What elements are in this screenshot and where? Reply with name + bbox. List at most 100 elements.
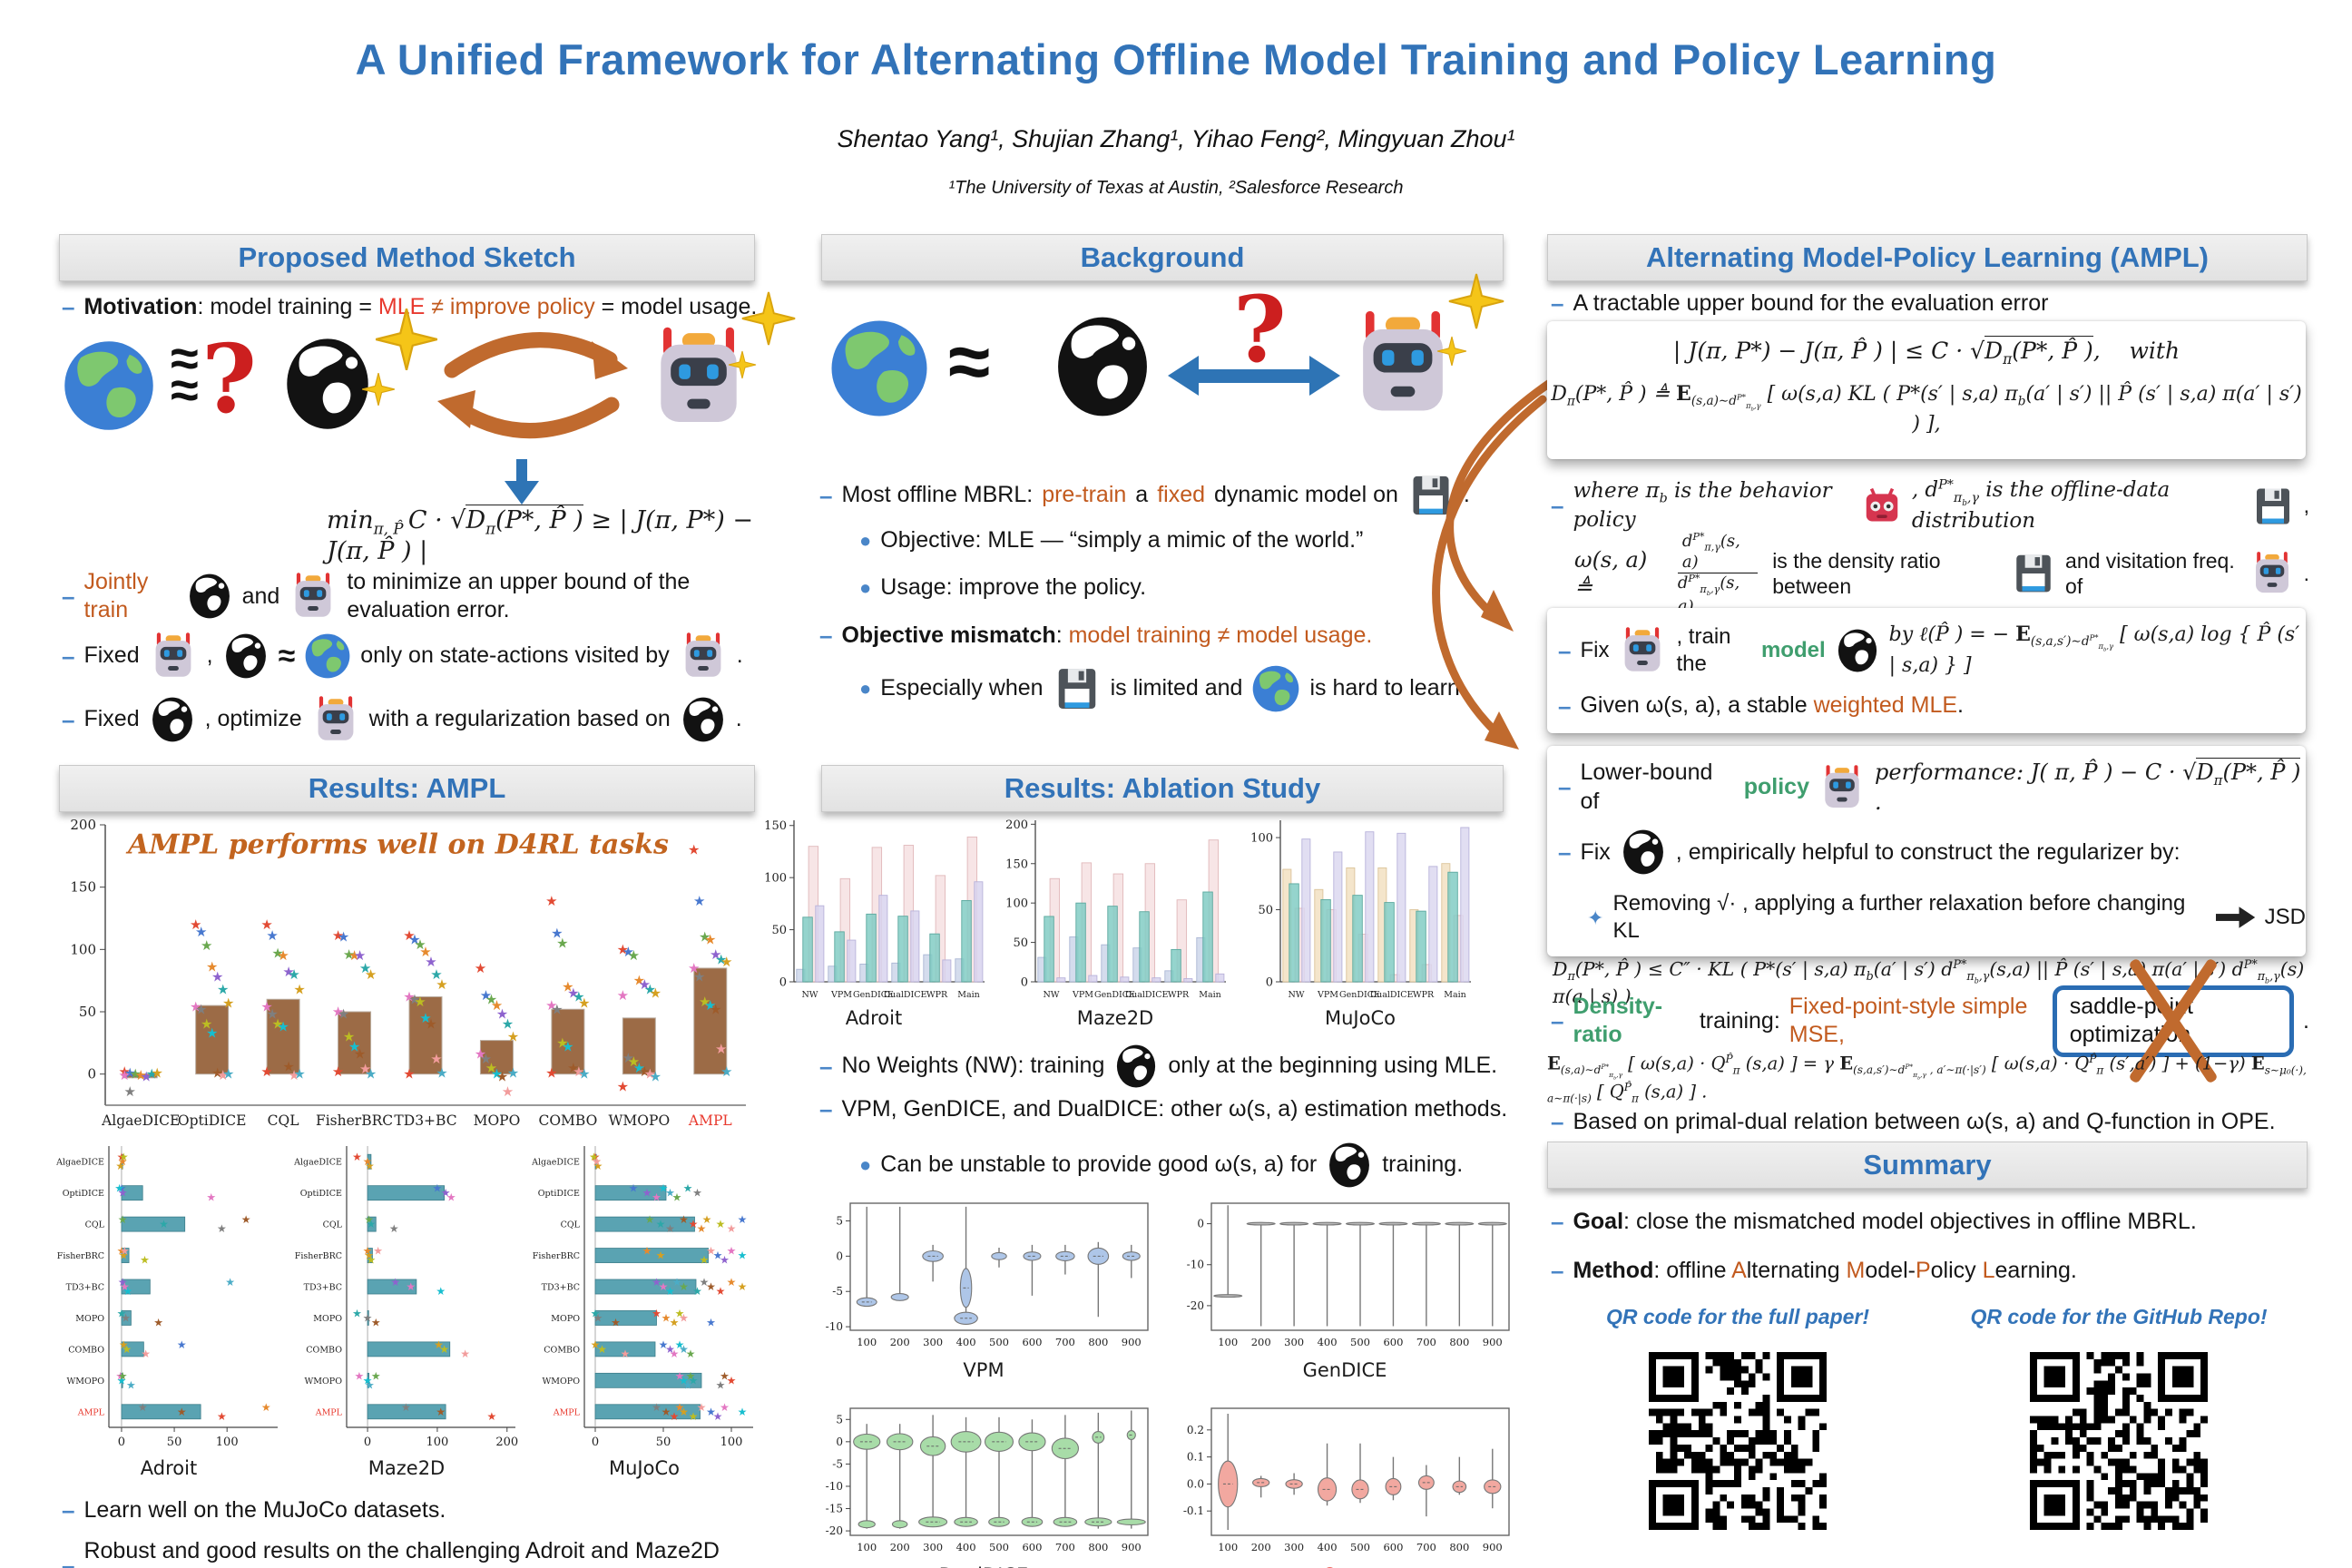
jointly-train-line: – Jointly train and to minimize an upper … bbox=[62, 569, 691, 623]
svg-text:★: ★ bbox=[151, 1064, 162, 1081]
svg-text:TD3+BC: TD3+BC bbox=[66, 1283, 104, 1293]
svg-text:0: 0 bbox=[1197, 1218, 1204, 1230]
svg-text:0: 0 bbox=[1266, 976, 1273, 990]
svg-text:★: ★ bbox=[206, 1024, 218, 1041]
q-function-formula: E(s,a)∼dP*πb,γ [ ω(s,a) · QP̂π (s,a) ] =… bbox=[1547, 1053, 2307, 1105]
svg-text:800: 800 bbox=[1449, 1541, 1469, 1553]
right-column: Alternating Model-Policy Learning (AMPL)… bbox=[1547, 234, 2309, 1563]
black-arrow-icon bbox=[2216, 906, 2256, 929]
qr-label-github: QR code for the GitHub Repo! bbox=[1970, 1305, 2268, 1328]
svg-text:★: ★ bbox=[118, 1213, 128, 1226]
results-bullet-2: – Robust and good results on the challeng… bbox=[62, 1538, 720, 1568]
svg-text:★: ★ bbox=[364, 1250, 374, 1262]
sparkle-icon bbox=[728, 350, 757, 379]
chart-results-ampl-main: 0 50 100 150 200 ★ ★ ★ ★ ★ ★ ★ ★ ★ ★ ★ ★ ★ ★ ★ ★ ★ ★ ★ ★ ★ ★ ★ ★ ★ ★ ★ ★… bbox=[64, 817, 753, 1137]
svg-text:★: ★ bbox=[491, 997, 503, 1014]
svg-text:★: ★ bbox=[121, 1311, 131, 1324]
svg-text:★: ★ bbox=[679, 1374, 689, 1387]
svg-text:★: ★ bbox=[222, 1066, 234, 1083]
model-globe-icon bbox=[1835, 628, 1880, 673]
objective-mismatch-line: – Objective mismatch: model training ≠ m… bbox=[819, 622, 1373, 649]
svg-text:★: ★ bbox=[617, 941, 629, 957]
svg-text:WPR: WPR bbox=[926, 990, 948, 1000]
svg-text:★: ★ bbox=[117, 1151, 127, 1163]
svg-text:AlgaeDICE: AlgaeDICE bbox=[293, 1158, 342, 1168]
svg-text:50: 50 bbox=[771, 924, 787, 937]
svg-text:★: ★ bbox=[177, 1406, 187, 1418]
upper-bound-formula: minπ, P̂ C · √Dπ(P*, P̂ ) ≥ | J(π, P*) −… bbox=[327, 505, 753, 566]
svg-text:AlgaeDICE: AlgaeDICE bbox=[101, 1112, 180, 1129]
svg-text:★: ★ bbox=[367, 1218, 377, 1230]
svg-text:WMOPO: WMOPO bbox=[543, 1377, 581, 1387]
svg-text:★: ★ bbox=[140, 1254, 150, 1267]
svg-text:★: ★ bbox=[282, 1058, 294, 1074]
usage-line: ● Usage: improve the policy. bbox=[859, 574, 1147, 600]
svg-text:★: ★ bbox=[363, 1374, 373, 1387]
svg-text:★: ★ bbox=[118, 1155, 128, 1168]
svg-text:★: ★ bbox=[348, 1038, 360, 1054]
svg-text:★: ★ bbox=[332, 927, 344, 944]
svg-text:★: ★ bbox=[656, 1250, 666, 1262]
svg-text:★: ★ bbox=[665, 1343, 675, 1356]
earth-icon bbox=[828, 318, 930, 419]
svg-text:★: ★ bbox=[414, 936, 426, 953]
svg-text:0: 0 bbox=[592, 1436, 599, 1449]
removing-line: ✦ Removing √· , applying a further relaxa… bbox=[1587, 891, 2306, 944]
svg-text:★: ★ bbox=[430, 966, 442, 983]
svg-text:NW: NW bbox=[1043, 990, 1059, 1000]
svg-text:★: ★ bbox=[425, 954, 436, 970]
svg-text:★: ★ bbox=[293, 981, 305, 997]
svg-text:200: 200 bbox=[70, 819, 96, 833]
svg-text:100: 100 bbox=[764, 872, 787, 886]
lower-bound-line: – Lower-bound of policy performance: J( π… bbox=[1558, 758, 2301, 816]
svg-text:★: ★ bbox=[364, 1213, 374, 1226]
bound-formula-card: | J(π, P*) − J(π, P̂ ) | ≤ C · √Dπ(P*, P… bbox=[1547, 321, 2306, 459]
svg-text:100: 100 bbox=[857, 1336, 877, 1348]
chart-title-mujoco: MuJoCo bbox=[609, 1457, 680, 1479]
svg-text:★: ★ bbox=[738, 1280, 748, 1293]
svg-text:CQL: CQL bbox=[268, 1112, 299, 1129]
svg-text:★: ★ bbox=[266, 927, 278, 944]
svg-text:Main: Main bbox=[1199, 990, 1221, 1000]
svg-text:★: ★ bbox=[567, 985, 579, 1001]
svg-text:★: ★ bbox=[593, 1311, 603, 1324]
tractable-line: – A tractable upper bound for the evaluat… bbox=[1551, 289, 2049, 317]
svg-text:★: ★ bbox=[408, 931, 420, 947]
svg-text:★: ★ bbox=[652, 1307, 662, 1319]
svg-text:★: ★ bbox=[359, 1061, 371, 1077]
svg-text:200: 200 bbox=[1251, 1541, 1271, 1553]
svg-text:OptiDICE: OptiDICE bbox=[178, 1112, 247, 1129]
svg-text:★: ★ bbox=[628, 1054, 640, 1070]
svg-text:500: 500 bbox=[989, 1336, 1009, 1348]
svg-text:Main: Main bbox=[957, 990, 980, 1000]
svg-text:★: ★ bbox=[354, 1369, 364, 1382]
primal-dual-line: – Based on primal-dual relation between ω… bbox=[1551, 1108, 2276, 1135]
svg-text:★: ★ bbox=[288, 966, 299, 983]
svg-text:★: ★ bbox=[480, 1051, 492, 1067]
robot-policy-icon bbox=[1348, 309, 1458, 419]
results-bullet-1: – Learn well on the MuJoCo datasets. bbox=[62, 1496, 446, 1524]
svg-text:400: 400 bbox=[1318, 1336, 1338, 1348]
svg-text:★: ★ bbox=[692, 1187, 702, 1200]
svg-text:-15: -15 bbox=[826, 1503, 843, 1515]
svg-text:★: ★ bbox=[662, 1406, 671, 1418]
svg-text:-10: -10 bbox=[826, 1480, 843, 1493]
svg-text:★: ★ bbox=[551, 1001, 563, 1017]
svg-text:VPM: VPM bbox=[830, 990, 852, 1000]
svg-text:★: ★ bbox=[502, 1083, 514, 1100]
svg-text:★: ★ bbox=[134, 1067, 146, 1083]
chart-ablation-maze2d: 0 50 100 150 200 NW VPM GenDICE DualDICE WPR Main bbox=[1001, 813, 1230, 1010]
svg-text:★: ★ bbox=[338, 1006, 349, 1023]
svg-text:★: ★ bbox=[675, 1307, 685, 1319]
chart-title-ours: Ours bbox=[1173, 1564, 1516, 1568]
svg-text:★: ★ bbox=[123, 1285, 133, 1298]
svg-text:★: ★ bbox=[201, 937, 212, 954]
chart-maze2d-hbar: 0 100 200 ★ ★ ★ ★ ★ ★ ★ ★ ★ ★ ★ ★ ★ ★ ★ ★ ★ ★ ★ ★ ★ ★ ★ ★ ★ ★ ★ ★ ★ Alga… bbox=[292, 1137, 521, 1461]
svg-text:100: 100 bbox=[1218, 1541, 1238, 1553]
svg-text:★: ★ bbox=[659, 1280, 669, 1293]
svg-text:CQL: CQL bbox=[85, 1220, 105, 1230]
svg-text:FisherBRC: FisherBRC bbox=[57, 1251, 104, 1261]
svg-text:★: ★ bbox=[266, 1006, 278, 1023]
svg-text:CQL: CQL bbox=[561, 1220, 581, 1230]
svg-text:MOPO: MOPO bbox=[313, 1314, 342, 1324]
